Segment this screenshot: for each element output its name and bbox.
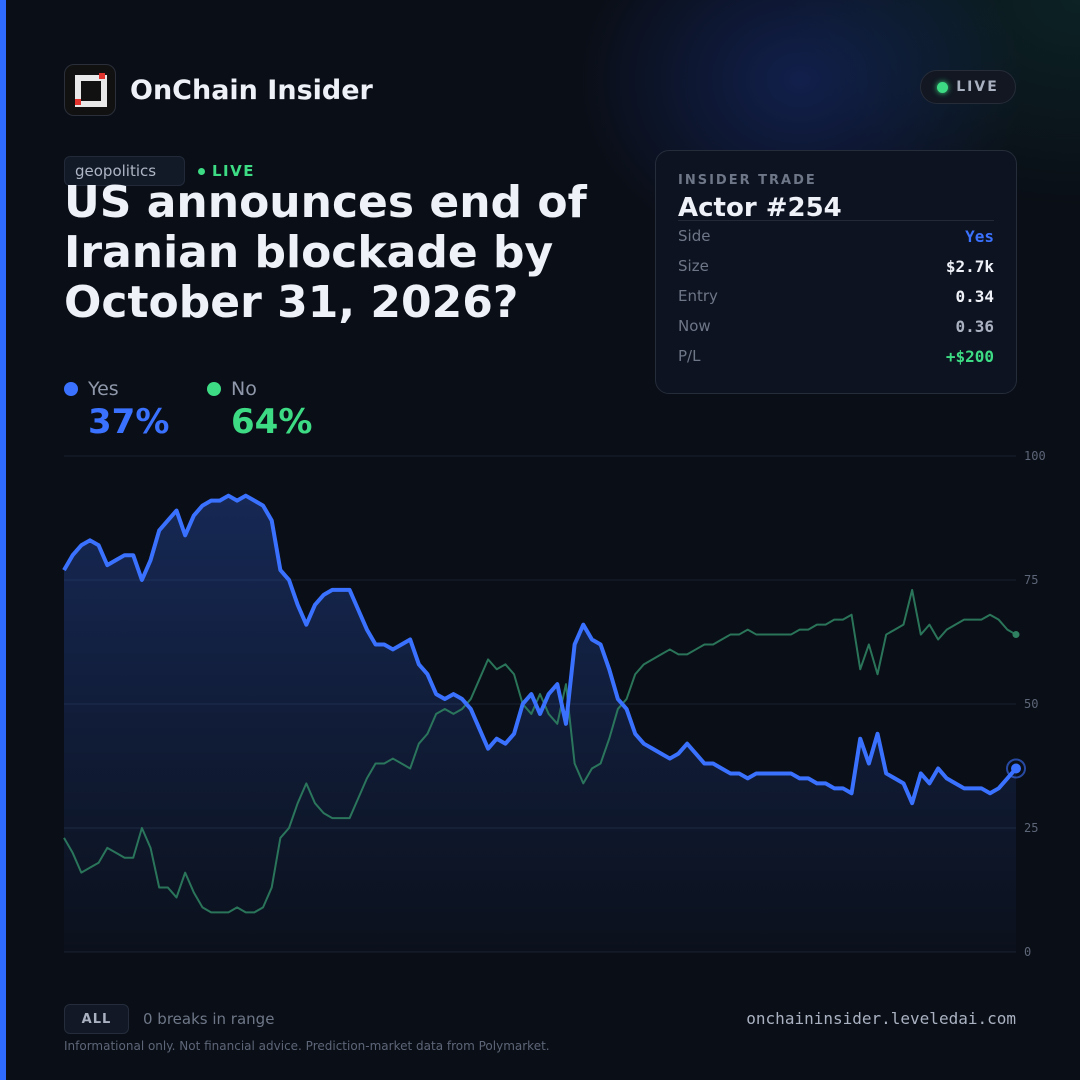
- brand-header: OnChain Insider: [64, 64, 373, 116]
- trade-row-value: 0.34: [955, 286, 994, 306]
- card-kicker: INSIDER TRADE: [678, 173, 817, 188]
- y-tick-label: 75: [1024, 573, 1038, 587]
- market-question: US announces end of Iranian blockade by …: [64, 177, 587, 328]
- market-live-label: LIVE: [212, 162, 255, 180]
- trade-row-entry: Entry 0.34: [678, 281, 994, 311]
- series-line-yes: [62, 493, 1018, 806]
- market-live-dot-icon: [198, 167, 205, 175]
- card-divider: [678, 220, 994, 221]
- series-end-point-no: [1012, 631, 1020, 639]
- left-accent-bar: [0, 0, 6, 1080]
- range-all-button[interactable]: ALL: [64, 1004, 129, 1034]
- trade-row-size: Size $2.7k: [678, 251, 994, 281]
- insider-trade-card: INSIDER TRADE Actor #254 Side Yes Size $…: [655, 150, 1017, 394]
- trade-row-value: +$200: [945, 346, 994, 366]
- trade-row-value: $2.7k: [945, 256, 994, 276]
- series-end-ring-yes: [1006, 758, 1026, 779]
- actor-name: Actor #254: [678, 193, 842, 223]
- series-line-no: [63, 588, 1017, 914]
- y-tick-label: 25: [1024, 821, 1038, 835]
- outcome-no-percent: 64%: [231, 402, 313, 442]
- yes-dot-icon: [64, 382, 78, 396]
- yes-area-fill: [64, 495, 1016, 952]
- trade-row-key: P/L: [678, 347, 701, 365]
- live-status-badge: LIVE: [920, 70, 1016, 104]
- live-status-label: LIVE: [956, 79, 999, 95]
- trade-row-value: Yes: [965, 226, 994, 246]
- breaks-count: 0 breaks in range: [143, 1010, 275, 1028]
- outcome-no: No 64%: [207, 378, 312, 442]
- trade-row-value: 0.36: [955, 316, 994, 336]
- category-tag[interactable]: geopolitics: [64, 156, 185, 186]
- brand-name: OnChain Insider: [130, 74, 373, 106]
- outcome-yes: Yes 37%: [64, 378, 169, 442]
- trade-row-key: Size: [678, 257, 709, 275]
- y-tick-label: 100: [1024, 449, 1046, 463]
- y-tick-label: 0: [1024, 945, 1031, 959]
- live-dot-icon: [937, 81, 949, 93]
- trade-row-pl: P/L +$200: [678, 341, 994, 371]
- y-tick-label: 50: [1024, 697, 1038, 711]
- trade-row-key: Side: [678, 227, 711, 245]
- series-end-point-yes: [1011, 763, 1021, 774]
- site-url[interactable]: onchaininsider.leveledai.com: [746, 1009, 1016, 1028]
- trade-row-now: Now 0.36: [678, 311, 994, 341]
- no-dot-icon: [207, 382, 221, 396]
- outcome-yes-label: Yes: [88, 378, 119, 400]
- disclaimer-text: Informational only. Not financial advice…: [64, 1039, 550, 1053]
- trade-row-key: Entry: [678, 287, 718, 305]
- market-live-indicator: LIVE: [198, 162, 255, 180]
- trade-row-side: Side Yes: [678, 221, 994, 251]
- outcome-yes-percent: 37%: [88, 402, 170, 442]
- outcome-no-label: No: [231, 378, 257, 400]
- trade-row-key: Now: [678, 317, 711, 335]
- brand-logo-icon: [64, 64, 116, 116]
